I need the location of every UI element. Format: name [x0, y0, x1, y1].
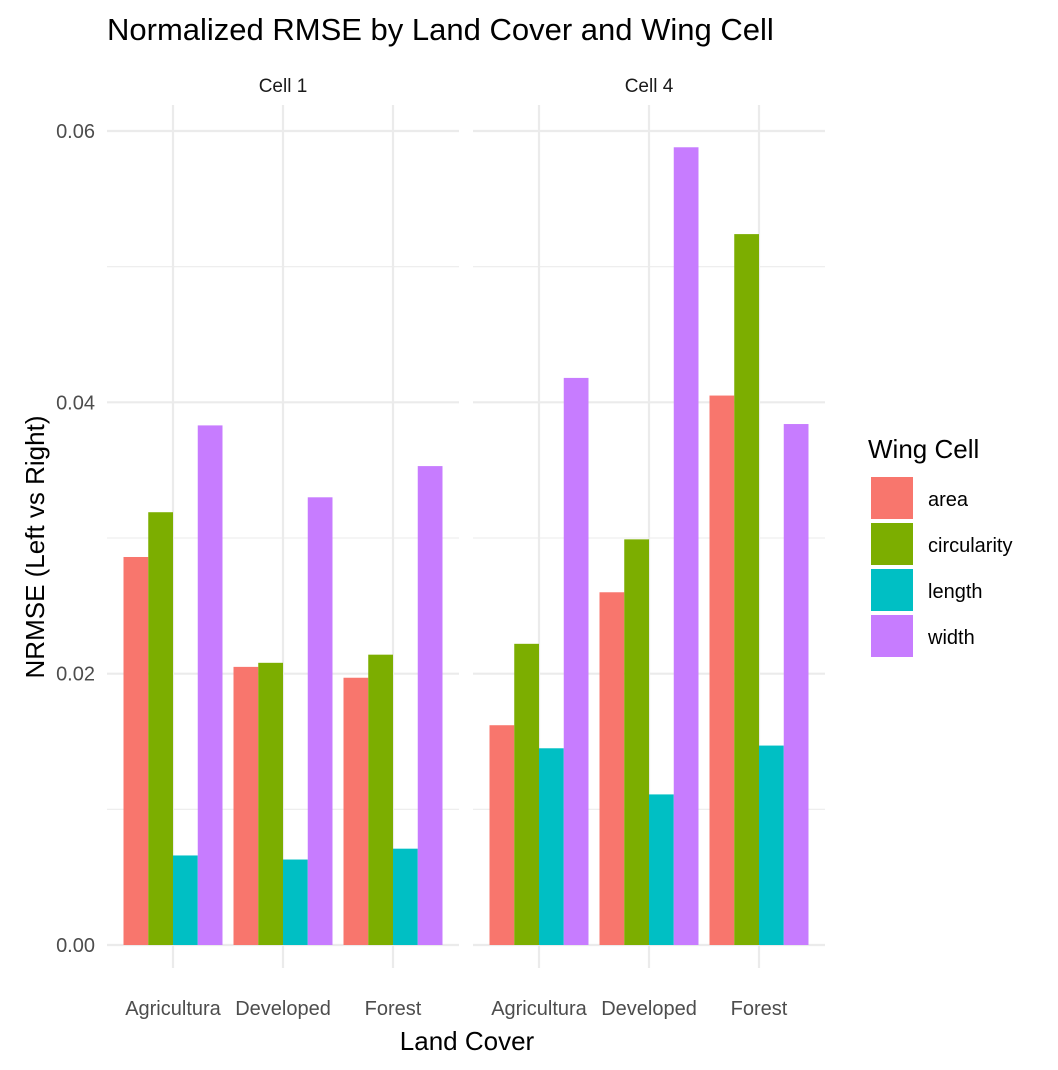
bar-area-agricultura	[489, 725, 515, 945]
bar-width-agricultura	[563, 377, 589, 945]
bar-length-forest	[759, 745, 784, 945]
bar-width-developed	[307, 497, 333, 945]
bar-width-agricultura	[197, 425, 223, 945]
legend-key-length	[871, 569, 913, 611]
legend-label-area: area	[928, 489, 969, 511]
bar-length-developed	[283, 859, 308, 945]
panel-1: Cell 1 Agricultura Developed Forest	[107, 76, 459, 1020]
chart-title: Normalized RMSE by Land Cover and Wing C…	[107, 12, 774, 47]
bar-width-forest	[417, 466, 443, 945]
x-tick-label: Agricultura	[491, 998, 587, 1020]
panel-strip-label: Cell 1	[259, 76, 308, 97]
plot-panels: Cell 1 Agricultura Developed Forest Cell 4 Ag…	[107, 76, 825, 1020]
bar-circularity-developed	[624, 539, 649, 945]
x-tick-label: Forest	[731, 998, 788, 1020]
bar-area-developed	[233, 666, 259, 945]
legend-label-length: length	[928, 581, 983, 603]
bar-length-agricultura	[539, 748, 564, 945]
x-tick-label: Forest	[365, 998, 422, 1020]
panel-strip-label: Cell 4	[625, 76, 674, 97]
bar-area-agricultura	[123, 556, 149, 945]
bar-length-developed	[649, 794, 674, 945]
bar-circularity-forest	[368, 654, 393, 945]
x-tick-label: Agricultura	[125, 998, 221, 1020]
bar-circularity-forest	[734, 234, 759, 946]
bar-width-developed	[673, 147, 699, 945]
bar-area-forest	[343, 677, 369, 945]
x-tick-label: Developed	[601, 998, 697, 1020]
y-tick-label: 0.06	[56, 121, 95, 143]
panel-2: Cell 4 Agricultura Developed Forest	[473, 76, 825, 1020]
y-axis-title: NRMSE (Left vs Right)	[20, 416, 50, 679]
x-tick-label: Developed	[235, 998, 331, 1020]
x-axis-title: Land Cover	[400, 1026, 535, 1056]
y-axis-ticks: 0.00 0.02 0.04 0.06	[56, 121, 95, 957]
y-tick-label: 0.04	[56, 392, 95, 414]
y-tick-label: 0.02	[56, 664, 95, 686]
bar-length-forest	[393, 848, 418, 945]
bar-area-forest	[709, 395, 735, 945]
y-tick-label: 0.00	[56, 935, 95, 957]
legend-key-circularity	[871, 523, 913, 565]
bar-width-forest	[783, 424, 809, 945]
legend-label-width: width	[927, 627, 975, 649]
bar-circularity-agricultura	[514, 643, 539, 945]
legend-label-circularity: circularity	[928, 535, 1012, 557]
legend-title: Wing Cell	[868, 434, 979, 464]
bar-circularity-developed	[258, 662, 283, 945]
legend-key-width	[871, 615, 913, 657]
bar-area-developed	[599, 592, 625, 945]
bar-circularity-agricultura	[148, 512, 173, 945]
legend: Wing Cell area circularity length width	[868, 434, 1012, 657]
bar-length-agricultura	[173, 855, 198, 945]
legend-key-area	[871, 477, 913, 519]
